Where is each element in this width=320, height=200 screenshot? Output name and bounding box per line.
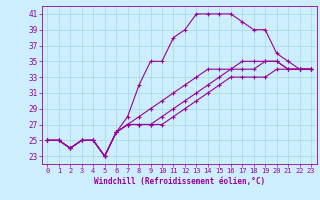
- X-axis label: Windchill (Refroidissement éolien,°C): Windchill (Refroidissement éolien,°C): [94, 177, 265, 186]
